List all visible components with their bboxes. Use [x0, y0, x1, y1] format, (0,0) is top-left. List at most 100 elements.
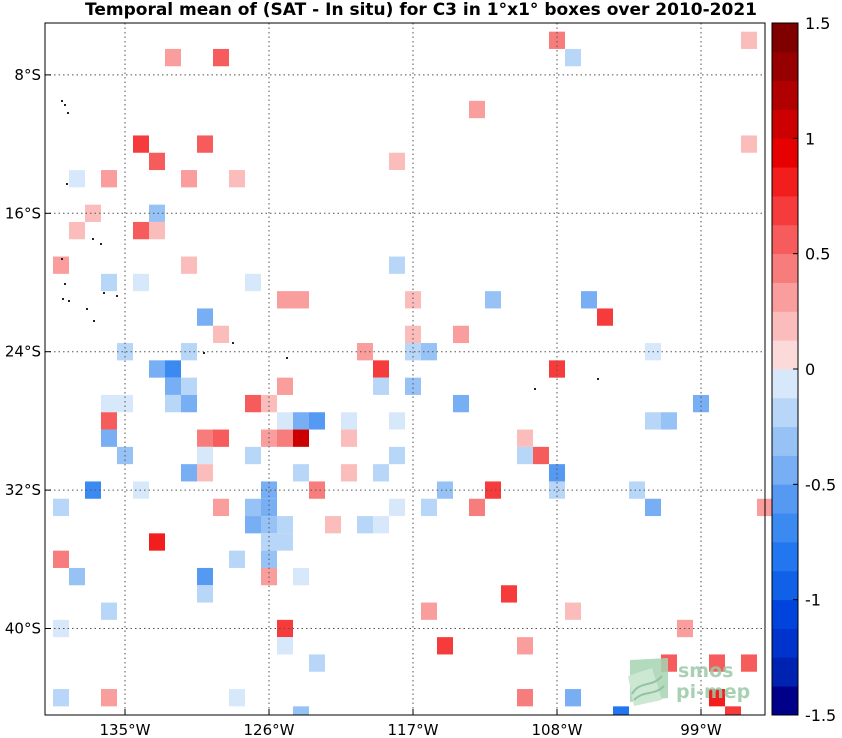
data-cell [389, 256, 405, 274]
colorbar-band [772, 23, 798, 53]
x-tick-label: 99°W [680, 721, 722, 738]
data-cell [53, 498, 69, 517]
x-tick-label: 117°W [388, 721, 439, 738]
y-tick-label: 16°S [5, 204, 41, 222]
logo-text-smos: smos [678, 660, 733, 682]
data-cell [101, 170, 117, 188]
data-cell [277, 291, 293, 309]
colorbar-band [772, 599, 798, 629]
data-cell [533, 446, 549, 465]
data-cell [517, 689, 533, 707]
data-cell [325, 516, 341, 534]
colorbar-band [772, 686, 798, 716]
data-cell [101, 273, 117, 292]
colorbar-band [772, 138, 798, 168]
data-cell [581, 291, 597, 309]
colorbar-band [772, 397, 798, 428]
colorbar-gradient [772, 23, 798, 716]
colorbar-tick-label: 1.5 [805, 14, 830, 33]
island-dot [93, 320, 95, 322]
data-cell [373, 516, 389, 534]
data-cell [245, 516, 261, 534]
colorbar-ticks: 1.5 1 0.5 0 -0.5 -1 -1.5 [793, 14, 836, 725]
data-cell [213, 498, 229, 517]
data-cell [245, 498, 261, 517]
data-cell [453, 325, 469, 344]
data-cell [485, 481, 501, 499]
data-cell [229, 689, 245, 707]
colorbar-band [772, 224, 798, 255]
data-cell [69, 567, 85, 586]
colorbar-band [772, 426, 798, 456]
island-dot [64, 104, 66, 106]
data-cell [645, 412, 661, 430]
data-cell [389, 412, 405, 430]
data-cell [725, 706, 741, 715]
data-cell [341, 429, 357, 447]
data-cell [309, 481, 325, 499]
data-cell [181, 394, 197, 413]
data-cell [437, 637, 453, 655]
data-cell [421, 498, 437, 517]
data-cell [693, 394, 709, 413]
data-cell [261, 498, 277, 517]
data-cell [165, 377, 181, 395]
data-cell [229, 550, 245, 568]
data-cell [277, 533, 293, 551]
island-dot [68, 300, 70, 302]
island-dot [103, 292, 105, 294]
data-cell [357, 516, 373, 534]
data-cell [277, 377, 293, 395]
data-cell [85, 204, 101, 222]
data-cell [85, 481, 101, 499]
data-cell [517, 429, 533, 447]
island-dot [67, 112, 69, 114]
x-axis: 135°W 126°W 117°W 108°W 99°W [100, 709, 722, 738]
x-tick-label: 126°W [244, 721, 295, 738]
island-dot [92, 238, 94, 240]
data-cell [389, 446, 405, 465]
data-cell [437, 481, 453, 499]
data-cell [741, 135, 757, 153]
data-cell [117, 394, 133, 413]
data-cell [245, 394, 261, 413]
data-cell [277, 637, 293, 655]
data-cell [645, 498, 661, 517]
data-cell [101, 412, 117, 430]
data-cell [181, 256, 197, 274]
logo-text-pimep: pi-mep [676, 681, 750, 703]
data-cell [549, 31, 565, 49]
data-cell [133, 273, 149, 292]
data-cell [565, 689, 581, 707]
colorbar-tick-label: -1 [805, 591, 821, 610]
grid-lines [45, 23, 765, 715]
chart-title: Temporal mean of (SAT - In situ) for C3 … [85, 0, 757, 20]
data-cell [197, 308, 213, 326]
data-cell [101, 602, 117, 620]
data-cell [149, 360, 165, 378]
colorbar-band [772, 484, 798, 514]
data-cell [389, 498, 405, 517]
colorbar-tick-label: -1.5 [805, 706, 836, 725]
x-tick-label: 135°W [100, 721, 151, 738]
data-cell [517, 637, 533, 655]
colorbar-band [772, 570, 798, 601]
data-cell [389, 152, 405, 171]
island-dot [64, 283, 66, 285]
colorbar-band [772, 513, 798, 543]
island-dot [61, 258, 63, 260]
colorbar-band [772, 253, 798, 283]
map-area: smos pi-mep [44, 22, 773, 716]
data-cell [661, 412, 677, 430]
data-cell [741, 31, 757, 49]
data-cell [741, 654, 757, 672]
data-cell [309, 412, 325, 430]
data-cell [53, 619, 69, 638]
data-cell [277, 429, 293, 447]
x-tick-label: 108°W [532, 721, 583, 738]
colorbar-band [772, 369, 798, 399]
data-cell [53, 256, 69, 274]
map-frame [44, 22, 766, 716]
data-cell [501, 585, 517, 603]
y-tick-label: 32°S [5, 481, 41, 499]
